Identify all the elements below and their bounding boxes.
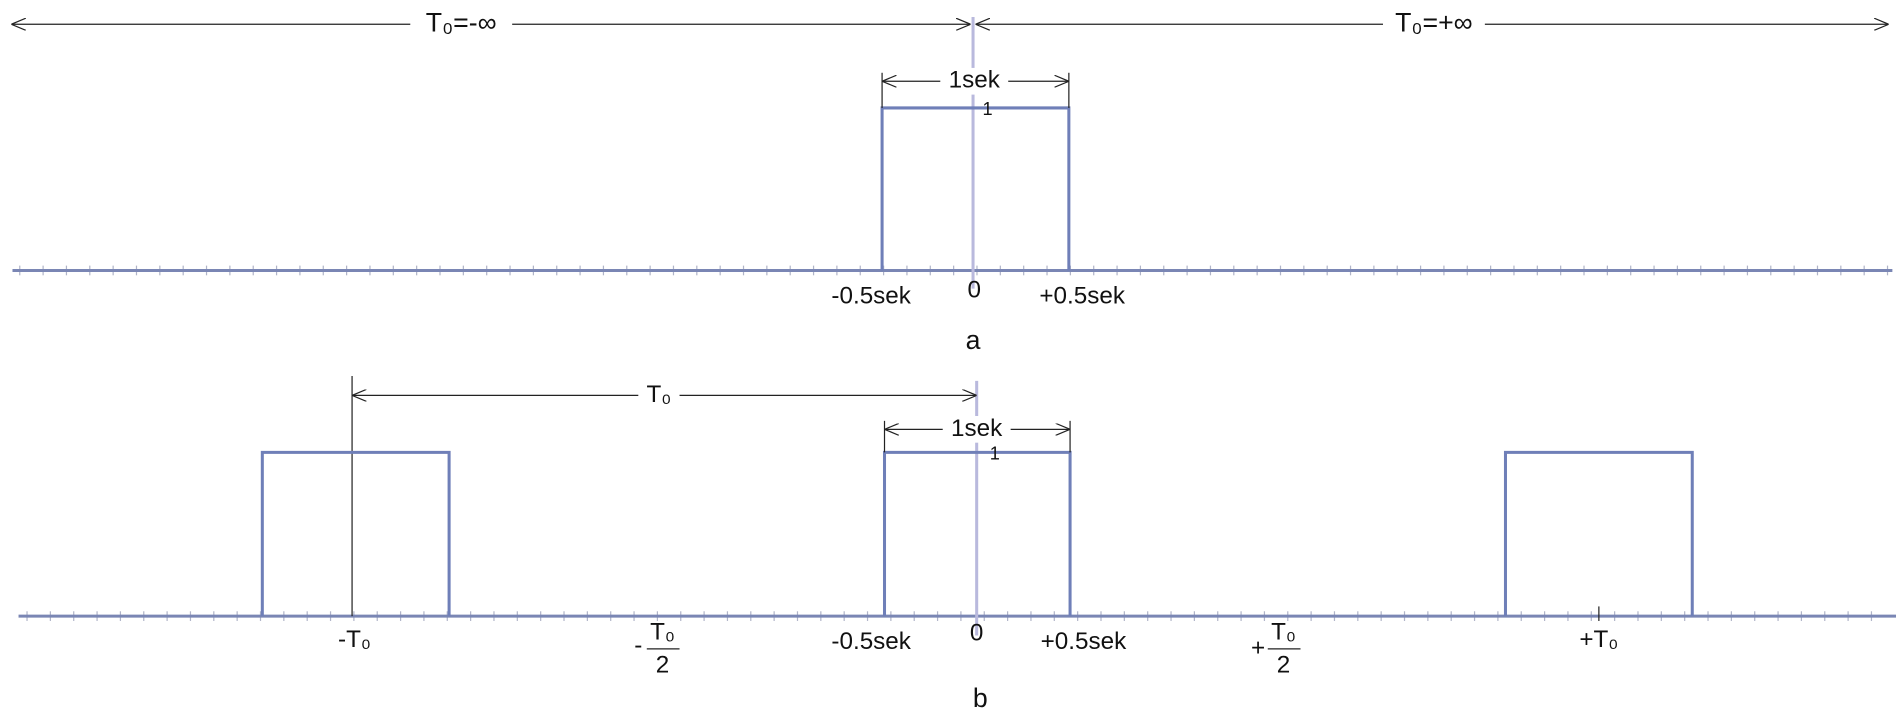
panel-b: T₀ 1sek 1 -T₀ - T₀ 2 -0.5sek 0 +0.5sek +… bbox=[18, 375, 1897, 713]
width-label: 1sek bbox=[949, 67, 1001, 94]
fraction-sign: + bbox=[1251, 634, 1265, 661]
pulse bbox=[882, 450, 1072, 617]
caption: b bbox=[973, 683, 988, 713]
pulse bbox=[260, 450, 451, 617]
fraction-denominator: 2 bbox=[656, 651, 670, 678]
fraction-numerator: T₀ bbox=[1271, 619, 1296, 646]
width-label: 1sek bbox=[951, 415, 1003, 442]
amplitude-label: 1 bbox=[990, 444, 1000, 464]
edge-label: -0.5sek bbox=[831, 283, 911, 310]
edge-label: +0.5sek bbox=[1039, 283, 1125, 310]
caption: a bbox=[966, 325, 981, 355]
fraction-sign: - bbox=[634, 632, 642, 659]
period-label: T₀ bbox=[646, 381, 671, 408]
panel-a: T₀=-∞ T₀=+∞ 1sek 1 -0.5sek 0 +0.5sek a bbox=[11, 7, 1893, 355]
pulse bbox=[1503, 450, 1694, 617]
origin-label: 0 bbox=[970, 620, 984, 647]
origin-label: 0 bbox=[968, 276, 982, 303]
fraction-numerator: T₀ bbox=[650, 619, 675, 646]
fraction-denominator: 2 bbox=[1277, 651, 1291, 678]
amplitude-label: 1 bbox=[983, 99, 993, 119]
edge-label: -0.5sek bbox=[831, 628, 911, 655]
tick-label: -T₀ bbox=[338, 626, 371, 653]
period-label: T₀=-∞ bbox=[426, 7, 497, 37]
axis-ticks bbox=[19, 265, 1889, 621]
edge-label: +0.5sek bbox=[1041, 628, 1127, 655]
tick-label: +T₀ bbox=[1579, 626, 1618, 653]
period-label: T₀=+∞ bbox=[1395, 7, 1473, 37]
pulse bbox=[880, 106, 1071, 271]
